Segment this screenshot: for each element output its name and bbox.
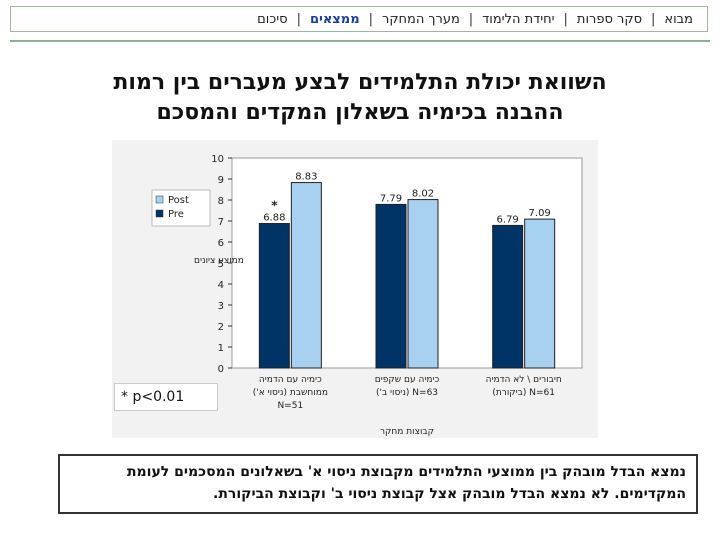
- nav-separator: |: [296, 11, 301, 27]
- y-tick-label: 9: [218, 175, 224, 186]
- bar-post-1: [290, 182, 322, 369]
- bar-post-3: [524, 218, 556, 369]
- category-label-1: כימיה עם הדמיה: [259, 375, 322, 385]
- y-tick-label: 6: [218, 238, 224, 249]
- y-tick-label: 0: [218, 364, 224, 375]
- x-axis-label: קבוצות מחקר: [380, 427, 434, 437]
- category-label-2: כימיה עם שקפים: [375, 375, 440, 385]
- data-label-pre-2: 7.79: [380, 193, 402, 204]
- category-label-1: N=51: [277, 401, 303, 411]
- nav-item-1[interactable]: מבוא: [664, 11, 693, 27]
- top-navigation: מבוא | סקר ספרות | יחידת הלימוד | מערך המחקר | מ…: [10, 6, 708, 32]
- nav-item-3[interactable]: יחידת הלימוד: [482, 11, 555, 27]
- bar-pre-1: [258, 223, 290, 369]
- bar-post-2: [407, 199, 439, 369]
- category-label-1: ממוחשבת (ניסוי א'): [253, 388, 328, 398]
- y-tick-label: 1: [218, 343, 224, 354]
- nav-item-5[interactable]: ממצאים: [309, 11, 360, 27]
- y-tick-label: 2: [218, 322, 224, 333]
- y-tick-label: 10: [211, 154, 224, 165]
- y-tick-label: 7: [218, 217, 224, 228]
- page-title: השוואת יכולת התלמידים לבצע מעברים בין רמ…: [40, 68, 680, 128]
- data-label-post-1: 8.83: [295, 172, 317, 183]
- y-tick-label: 5: [218, 259, 224, 270]
- y-tick-label: 8: [218, 196, 224, 207]
- legend-box: [151, 189, 211, 227]
- title-line-1: השוואת יכולת התלמידים לבצע מעברים בין רמ…: [113, 70, 607, 95]
- data-label-post-3: 7.09: [529, 208, 551, 219]
- nav-item-4[interactable]: מערך המחקר: [382, 11, 460, 27]
- significance-note: * p<0.01: [114, 383, 218, 411]
- nav-item-6[interactable]: סיכום: [257, 11, 288, 27]
- nav-separator: |: [368, 11, 373, 27]
- data-label-post-2: 8.02: [412, 189, 434, 200]
- bar-chart: 0 1 2 3 4 5 6 7 8 9 10 ממוצע ציונים Post Pre 6.88 8.83 כ…: [151, 154, 583, 437]
- y-axis-label: ממוצע ציונים: [194, 256, 244, 266]
- findings-summary: נמצא הבדל מובהק בין ממוצעי התלמידים מקבו…: [58, 454, 698, 514]
- category-label-3: חיבורים \ לא הדמיה: [486, 375, 562, 385]
- nav-separator: |: [563, 11, 568, 27]
- nav-separator: |: [468, 11, 474, 27]
- data-label-pre-3: 6.79: [497, 214, 519, 225]
- legend-swatch-pre: [155, 209, 164, 218]
- data-label-pre-1: 6.88: [263, 213, 285, 224]
- y-tick-label: 3: [218, 301, 224, 312]
- nav-divider: [10, 40, 710, 42]
- nav-separator: |: [651, 11, 656, 27]
- category-label-3: N=61 (ביקורת): [492, 388, 555, 398]
- category-label-2: N=63 (ניסוי ב'): [376, 388, 438, 398]
- bar-pre-2: [375, 203, 407, 369]
- title-line-2: ההבנה בכימיה בשאלון המקדים והמסכם: [156, 100, 564, 125]
- y-tick-label: 4: [218, 280, 224, 291]
- legend-label-pre: Pre: [168, 209, 184, 220]
- significance-marker: *: [271, 199, 278, 213]
- legend-label-post: Post: [168, 195, 189, 206]
- legend-swatch-post: [155, 195, 164, 204]
- bar-pre-3: [492, 224, 524, 369]
- nav-item-2[interactable]: סקר ספרות: [576, 11, 643, 27]
- plot-area: [231, 157, 583, 369]
